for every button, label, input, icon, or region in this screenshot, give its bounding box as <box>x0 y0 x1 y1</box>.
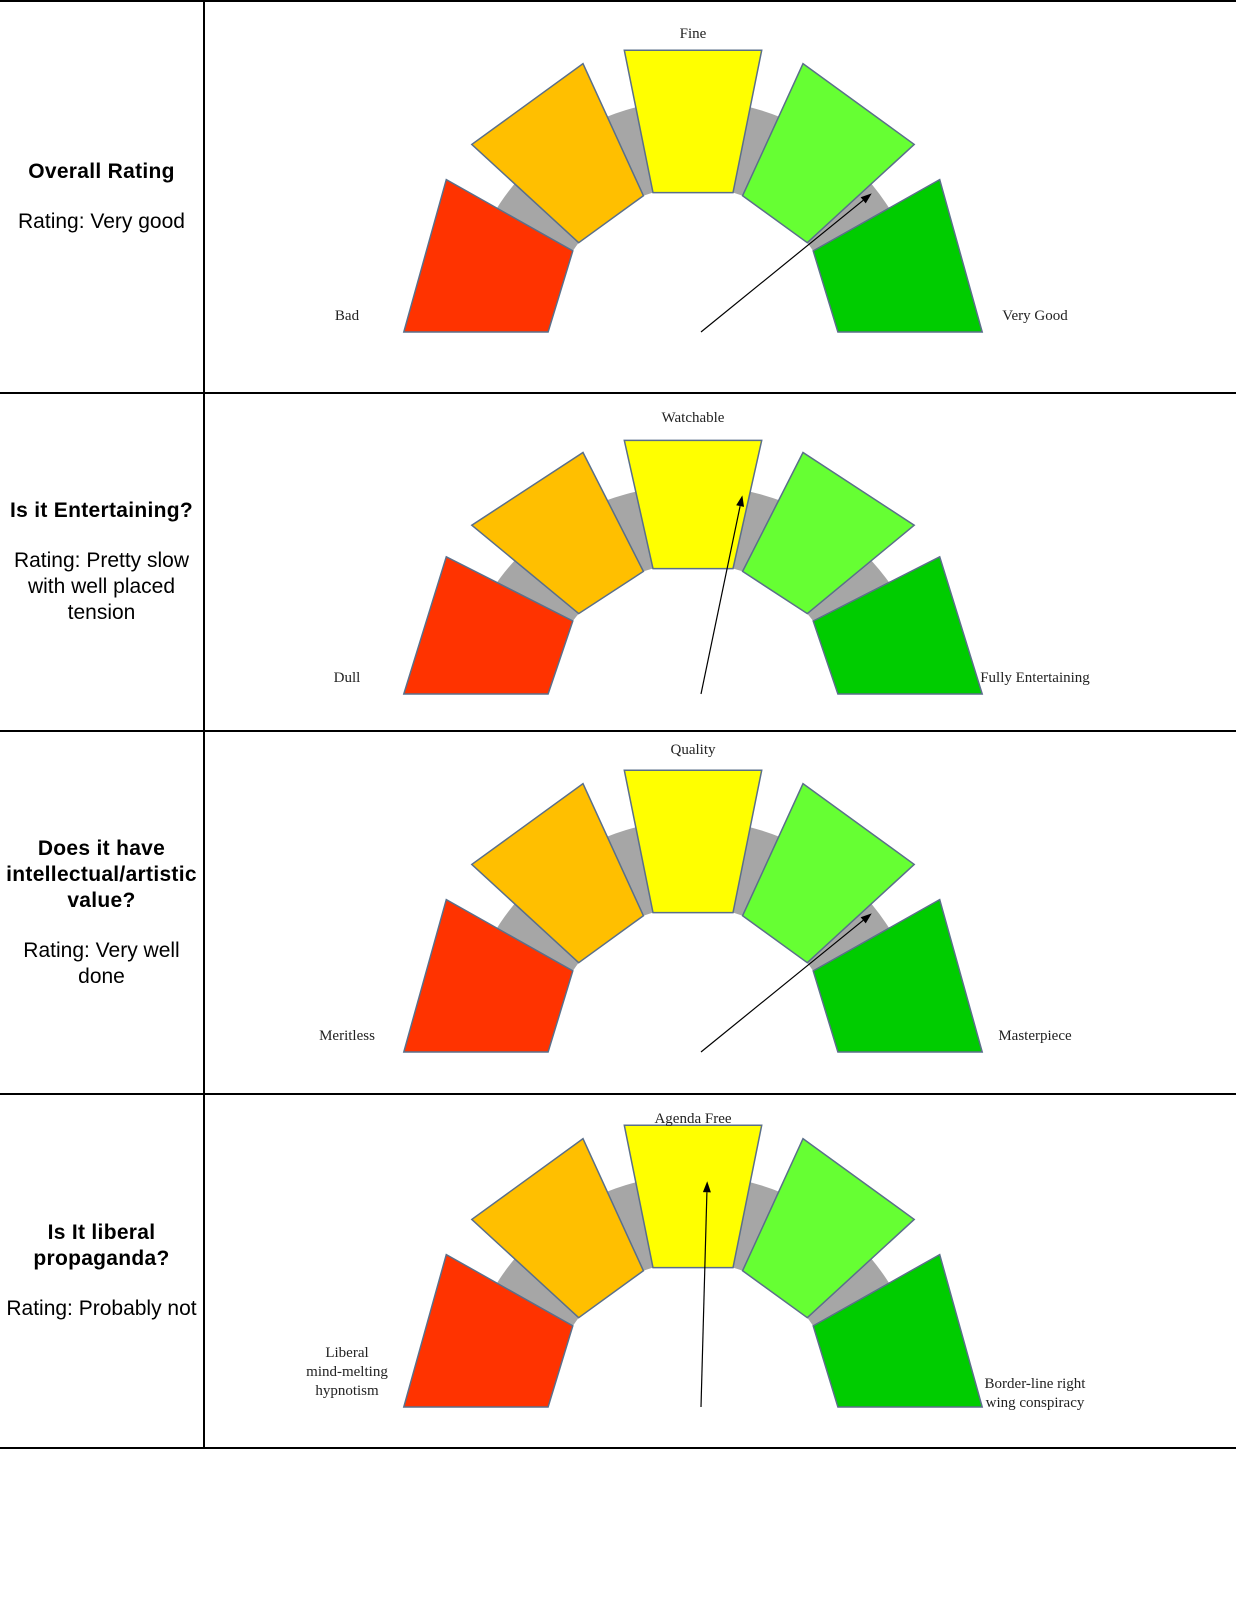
gauge-top-label: Quality <box>671 742 716 758</box>
gauge-pointer-line <box>700 199 864 333</box>
segment-light-green <box>741 782 916 964</box>
label-cell: Overall Rating Rating: Very good <box>0 2 205 392</box>
question-title: Is it Entertaining? <box>9 499 194 522</box>
segment-yellow <box>623 439 763 570</box>
gauge-pointer-head <box>860 913 872 924</box>
gauge-cell: Fine Bad Very Good <box>205 2 1236 392</box>
segment-light-green <box>741 62 916 244</box>
rating-gauge: Agenda Free Liberal mind-melting hypnotism B… <box>306 1111 1087 1411</box>
segment-red <box>402 178 574 333</box>
question-title: Does it have intellectual/artistic value… <box>6 836 197 912</box>
segment-red <box>402 1253 574 1408</box>
gauge-right-label: Border-line right <box>985 1376 1087 1392</box>
label-cell: Is it Entertaining? Rating: Pretty slow … <box>0 394 205 730</box>
rating-gauge: Watchable Dull Fully Entertaining <box>334 410 1090 695</box>
gauge-top-label: Fine <box>680 26 707 42</box>
rating-text: Rating: Very well done <box>23 938 180 988</box>
gauge-cell: Agenda Free Liberal mind-melting hypnotism B… <box>205 1095 1236 1447</box>
rating-text: Rating: Pretty slow with well placed ten… <box>13 549 190 624</box>
gauge-left-label: Bad <box>335 308 360 324</box>
gauge-pointer-line <box>700 919 864 1053</box>
segment-red <box>402 555 574 695</box>
segment-red <box>402 898 574 1053</box>
gauge-pointer-line <box>700 505 741 695</box>
gauge-pointer-line <box>700 1192 708 1408</box>
ratings-table: Overall Rating Rating: Very good Fine Bad… <box>0 0 1236 1449</box>
label-cell: Does it have intellectual/artistic value… <box>0 732 205 1093</box>
gauge-top-label: Watchable <box>662 410 725 426</box>
segment-light-green <box>741 451 916 615</box>
gauge-cell: Watchable Dull Fully Entertaining <box>205 394 1236 730</box>
gauge-left-label: hypnotism <box>315 1383 379 1399</box>
question-title: Overall Rating <box>28 160 175 183</box>
rating-row-propaganda: Is It liberal propaganda? Rating: Probab… <box>0 1095 1236 1449</box>
segment-orange <box>470 62 645 244</box>
rating-gauge: Fine Bad Very Good <box>335 26 1068 333</box>
segment-dark-green <box>812 898 984 1053</box>
segment-dark-green <box>812 555 984 695</box>
gauge-cell: Quality Meritless Masterpiece <box>205 732 1236 1093</box>
gauge-right-label: Very Good <box>1002 308 1068 324</box>
gauge-pointer-head <box>702 1181 711 1193</box>
segment-orange <box>470 451 645 615</box>
gauge-pointer-head <box>736 495 745 507</box>
gauge-left-label: Liberal <box>325 1345 368 1361</box>
rating-gauge: Quality Meritless Masterpiece <box>319 742 1072 1053</box>
gauge-top-label: Agenda Free <box>654 1111 731 1127</box>
segment-light-green <box>741 1137 916 1319</box>
question-title: Is It liberal propaganda? <box>33 1221 170 1270</box>
segment-orange <box>470 782 645 964</box>
segment-yellow <box>623 49 763 194</box>
gauge-left-label: Meritless <box>319 1028 375 1044</box>
segment-yellow <box>623 769 763 914</box>
segment-dark-green <box>812 178 984 333</box>
gauge-right-label: Fully Entertaining <box>980 670 1090 686</box>
rating-row-intellectual: Does it have intellectual/artistic value… <box>0 732 1236 1095</box>
rating-row-overall: Overall Rating Rating: Very good Fine Bad… <box>0 2 1236 394</box>
segment-dark-green <box>812 1253 984 1408</box>
gauge-pointer-head <box>860 193 872 204</box>
rating-text: Rating: Probably not <box>6 1297 197 1320</box>
rating-row-entertaining: Is it Entertaining? Rating: Pretty slow … <box>0 394 1236 732</box>
gauge-left-label: Dull <box>334 670 361 686</box>
segment-orange <box>470 1137 645 1319</box>
gauge-left-label: mind-melting <box>306 1364 388 1380</box>
label-cell: Is It liberal propaganda? Rating: Probab… <box>0 1095 205 1447</box>
segment-yellow <box>623 1124 763 1269</box>
gauge-right-label: Masterpiece <box>998 1028 1072 1044</box>
rating-text: Rating: Very good <box>18 210 185 233</box>
gauge-right-label: wing conspiracy <box>986 1395 1085 1411</box>
